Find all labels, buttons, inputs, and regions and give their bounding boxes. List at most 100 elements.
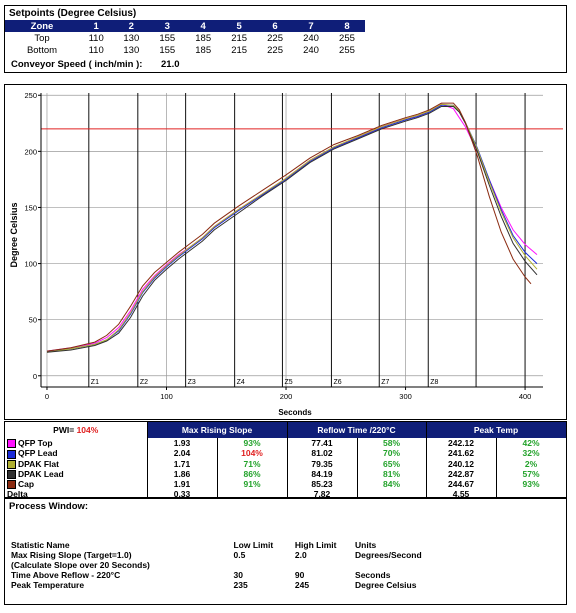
setpoint-value: 110 bbox=[88, 44, 104, 56]
setpoint-value: 225 bbox=[267, 44, 283, 56]
conveyor-speed-label: Conveyor Speed ( inch/min ): bbox=[11, 59, 143, 70]
setpoint-value: 225 bbox=[267, 32, 283, 44]
statistic-subrow: (Calculate Slope over 20 Seconds) bbox=[11, 560, 441, 570]
component-cell: DPAK Lead bbox=[5, 468, 148, 479]
zone-label: Z2 bbox=[140, 379, 148, 386]
max-slope-percent: 91% bbox=[217, 479, 288, 490]
x-tick-label: 400 bbox=[519, 392, 532, 401]
reflow-time-value: 85.23 bbox=[287, 479, 358, 490]
y-tick-label: 200 bbox=[24, 147, 37, 156]
statistic-name: Time Above Reflow - 220°C bbox=[11, 570, 121, 580]
reflow-time-percent: 65% bbox=[357, 458, 427, 469]
peak-temp-value: 244.67 bbox=[426, 479, 497, 490]
peak-temp-percent: 32% bbox=[496, 448, 567, 459]
component-name: DPAK Flat bbox=[18, 458, 59, 469]
process-window-table: Statistic Name Low Limit High Limit Unit… bbox=[11, 540, 441, 590]
component-row: QFP Lead 2.04 104% 81.02 70% 241.62 32% bbox=[5, 448, 567, 459]
y-tick-label: 100 bbox=[24, 260, 37, 269]
setpoint-value: 110 bbox=[88, 32, 104, 44]
reflow-time-value: 81.02 bbox=[287, 448, 358, 459]
zone-label: Z4 bbox=[237, 379, 245, 386]
bottom-label: Bottom bbox=[26, 44, 58, 56]
peak-temp-header: Peak Temp bbox=[426, 422, 567, 438]
peak-temp-percent: 42% bbox=[496, 438, 567, 449]
setpoint-value: 185 bbox=[195, 44, 212, 56]
max-slope-percent: 93% bbox=[217, 438, 288, 449]
axes: 0 50 100 150 200 250 0 100 200 300 400 bbox=[24, 91, 543, 401]
max-slope-value: 1.86 bbox=[147, 468, 218, 479]
series-color-swatch bbox=[7, 439, 16, 449]
process-window-panel: Process Window: Statistic Name Low Limit… bbox=[4, 498, 567, 605]
reflow-time-value: 84.19 bbox=[287, 468, 358, 479]
setpoint-value: 130 bbox=[123, 32, 140, 44]
reflow-time-value: 79.35 bbox=[287, 458, 358, 469]
grid bbox=[41, 93, 543, 387]
setpoints-table: Zone 1 2 3 4 5 6 7 8 Top 110 130 155 185… bbox=[5, 20, 365, 56]
results-panel: PWI= 104% Max Rising Slope Reflow Time /… bbox=[4, 421, 567, 500]
y-tick-label: 250 bbox=[24, 91, 37, 100]
reflow-time-percent: 70% bbox=[357, 448, 427, 459]
process-window-title: Process Window: bbox=[9, 501, 89, 512]
reflow-time-header: Reflow Time /220°C bbox=[287, 422, 427, 438]
zone-header-row: Zone 1 2 3 4 5 6 7 8 bbox=[5, 20, 365, 32]
units-header: Units bbox=[355, 540, 377, 550]
max-slope-value: 1.91 bbox=[147, 479, 218, 490]
statistic-name: Max Rising Slope (Target=1.0) bbox=[11, 550, 132, 560]
conveyor-speed-value: 21.0 bbox=[161, 59, 180, 70]
peak-temp-percent: 93% bbox=[496, 479, 567, 490]
series-color-swatch bbox=[7, 459, 16, 469]
component-row: DPAK Flat 1.71 71% 79.35 65% 240.12 2% bbox=[5, 458, 567, 469]
results-table: PWI= 104% Max Rising Slope Reflow Time /… bbox=[5, 422, 567, 500]
component-row: QFP Top 1.93 93% 77.41 58% 242.12 42% bbox=[5, 438, 567, 449]
profile-chart-panel: Z1 Z2 Z3 Z4 Z5 Z6 Z7 Z8 0 50 100 150 200 250 0 100 200 3… bbox=[4, 84, 567, 420]
top-setpoint-row: Top 110 130 155 185 215 225 240 255 bbox=[5, 32, 365, 44]
component-cell: DPAK Flat bbox=[5, 458, 148, 469]
statistic-name-header: Statistic Name bbox=[11, 540, 70, 550]
component-cell: QFP Top bbox=[5, 438, 148, 449]
statistic-note: (Calculate Slope over 20 Seconds) bbox=[11, 560, 150, 570]
zone-label: Z1 bbox=[91, 379, 99, 386]
component-name: QFP Lead bbox=[18, 448, 58, 459]
peak-temp-value: 242.12 bbox=[426, 438, 497, 449]
high-limit-header: High Limit bbox=[294, 540, 337, 550]
component-cell: Cap bbox=[5, 479, 148, 490]
max-slope-value: 1.93 bbox=[147, 438, 218, 449]
zone-label: Z5 bbox=[284, 379, 292, 386]
delta-slope: 0.33 bbox=[147, 489, 218, 500]
setpoint-value: 255 bbox=[339, 44, 355, 56]
y-tick-label: 50 bbox=[29, 316, 37, 325]
top-label: Top bbox=[34, 32, 50, 44]
pwi-label: PWI= bbox=[53, 425, 75, 435]
setpoint-value: 185 bbox=[195, 32, 212, 44]
zone-number: 6 bbox=[272, 20, 278, 32]
delta-peak: 4.55 bbox=[426, 489, 497, 500]
series-lines bbox=[46, 102, 538, 353]
setpoints-panel: Setpoints (Degree Celsius) Zone 1 2 3 4 … bbox=[4, 5, 567, 73]
max-slope-percent: 71% bbox=[217, 458, 288, 469]
zone-lines: Z1 Z2 Z3 Z4 Z5 Z6 Z7 Z8 bbox=[88, 93, 526, 387]
y-tick-label: 150 bbox=[24, 203, 37, 212]
component-row: DPAK Lead 1.86 86% 84.19 81% 242.87 57% bbox=[5, 468, 567, 479]
series-line-dpak-lead bbox=[46, 106, 538, 353]
peak-temp-percent: 2% bbox=[496, 458, 567, 469]
setpoint-value: 130 bbox=[123, 44, 140, 56]
high-limit: 245 bbox=[294, 580, 310, 590]
delta-label: Delta bbox=[5, 489, 148, 500]
zone-number: 2 bbox=[128, 20, 134, 32]
setpoint-value: 215 bbox=[231, 32, 248, 44]
x-tick-label: 100 bbox=[160, 392, 173, 401]
series-line-qfp-lead bbox=[46, 104, 538, 352]
x-tick-label: 200 bbox=[280, 392, 293, 401]
statistic-row: Time Above Reflow - 220°C 30 90 Seconds bbox=[11, 570, 441, 580]
zone-label: Zone bbox=[30, 20, 54, 32]
peak-temp-value: 242.87 bbox=[426, 468, 497, 479]
max-rising-slope-header: Max Rising Slope bbox=[147, 422, 288, 438]
setpoint-value: 240 bbox=[303, 44, 319, 56]
delta-reflow: 7.82 bbox=[287, 489, 358, 500]
component-row: Cap 1.91 91% 85.23 84% 244.67 93% bbox=[5, 479, 567, 490]
process-window-header-row: Statistic Name Low Limit High Limit Unit… bbox=[11, 540, 441, 550]
series-color-swatch bbox=[7, 480, 16, 490]
max-slope-value: 1.71 bbox=[147, 458, 218, 469]
peak-temp-value: 241.62 bbox=[426, 448, 497, 459]
zone-number: 1 bbox=[93, 20, 99, 32]
